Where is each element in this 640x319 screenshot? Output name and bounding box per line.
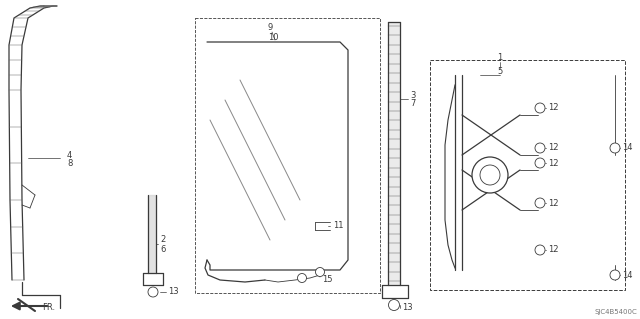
Text: 11: 11: [333, 221, 344, 231]
Text: 4: 4: [67, 151, 72, 160]
Text: 12: 12: [548, 103, 559, 113]
Text: 12: 12: [548, 144, 559, 152]
Text: 12: 12: [548, 246, 559, 255]
Text: SJC4B5400C: SJC4B5400C: [595, 309, 637, 315]
Text: 1: 1: [497, 54, 502, 63]
Text: 15: 15: [322, 276, 333, 285]
Circle shape: [535, 103, 545, 113]
Circle shape: [610, 143, 620, 153]
Text: 8: 8: [67, 159, 72, 167]
Bar: [195, 18, 380, 293]
Text: 5: 5: [497, 68, 502, 77]
Circle shape: [535, 143, 545, 153]
Text: 13: 13: [402, 303, 413, 313]
Circle shape: [388, 300, 399, 310]
Text: 3: 3: [410, 91, 415, 100]
Circle shape: [480, 165, 500, 185]
Polygon shape: [388, 22, 400, 285]
Text: 2: 2: [160, 235, 165, 244]
Text: 10: 10: [268, 33, 278, 41]
Text: 9: 9: [268, 24, 273, 33]
Text: 13: 13: [168, 287, 179, 296]
Text: 14: 14: [622, 144, 632, 152]
Circle shape: [535, 198, 545, 208]
Text: 12: 12: [548, 198, 559, 207]
Text: 7: 7: [410, 100, 415, 108]
Circle shape: [472, 157, 508, 193]
Circle shape: [535, 158, 545, 168]
Circle shape: [610, 270, 620, 280]
Text: 6: 6: [160, 244, 165, 254]
Circle shape: [535, 245, 545, 255]
Circle shape: [316, 268, 324, 277]
Text: 14: 14: [622, 271, 632, 279]
Text: FR.: FR.: [42, 303, 55, 313]
Circle shape: [298, 273, 307, 283]
Bar: [430, 60, 625, 290]
Circle shape: [148, 287, 158, 297]
Polygon shape: [148, 195, 156, 273]
Text: 12: 12: [548, 159, 559, 167]
